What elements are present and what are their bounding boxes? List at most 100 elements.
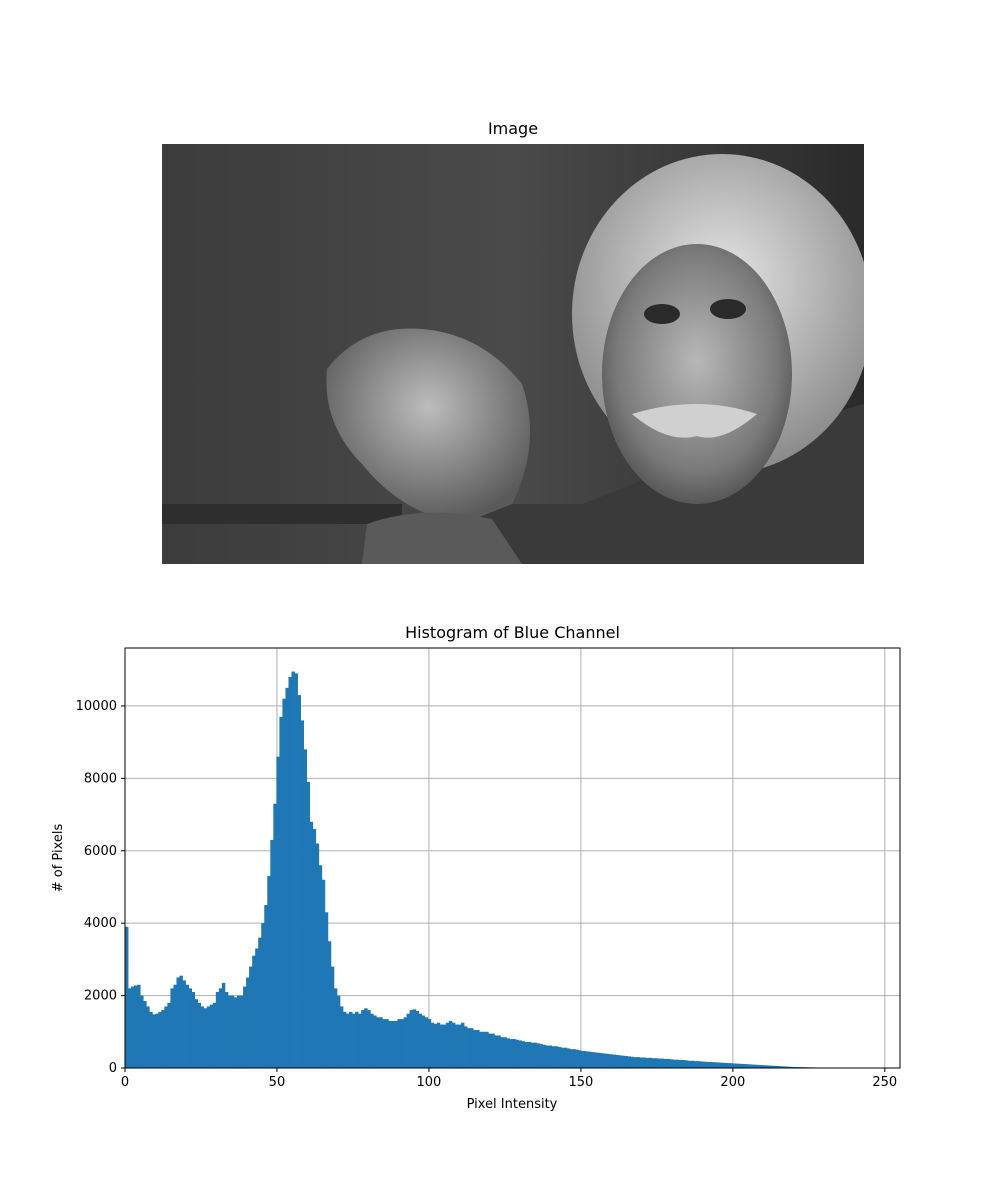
histogram-bar (482, 1031, 486, 1068)
histogram-bars (125, 671, 859, 1068)
histogram-bar (200, 1006, 205, 1068)
histogram-bar (645, 1057, 650, 1068)
histogram-bar (585, 1051, 589, 1068)
histogram-bar (473, 1029, 477, 1068)
histogram-bar (639, 1057, 644, 1068)
y-axis-label: # of Pixels (51, 824, 66, 893)
histogram-bar (294, 673, 298, 1068)
histogram-bar (688, 1060, 692, 1068)
histogram-bar (361, 1010, 365, 1068)
histogram-bar (249, 966, 253, 1068)
histogram-bar (391, 1020, 395, 1068)
histogram-bar (476, 1029, 480, 1068)
histogram-bar (224, 991, 229, 1068)
histogram-bar (146, 1006, 150, 1068)
histogram-bar (736, 1063, 740, 1068)
histogram-bar (128, 988, 132, 1068)
histogram-bar (542, 1044, 547, 1068)
histogram-bar (545, 1045, 550, 1068)
x-tick-label: 250 (872, 1075, 897, 1090)
histogram-bar (458, 1024, 462, 1068)
histogram-bar (176, 977, 180, 1068)
histogram-bar (733, 1063, 737, 1068)
histogram-bar (700, 1061, 704, 1068)
histogram-bar (712, 1062, 716, 1068)
histogram-bar (406, 1013, 410, 1068)
histogram-bar (433, 1023, 438, 1068)
histogram-bar (206, 1006, 211, 1068)
histogram-bar (188, 988, 193, 1068)
histogram-bar (282, 698, 286, 1068)
histogram-bar (497, 1035, 501, 1068)
histogram-bar (342, 1011, 347, 1068)
histogram-bar (630, 1056, 634, 1068)
histogram-bar (760, 1065, 765, 1068)
histogram-bar (264, 905, 268, 1068)
x-tick-label: 50 (269, 1075, 286, 1090)
histogram-bar (609, 1054, 613, 1068)
histogram-bar (627, 1056, 631, 1068)
histogram-bar (781, 1066, 786, 1068)
histogram-bar (203, 1008, 208, 1068)
histogram-bar (385, 1019, 389, 1068)
histogram-bar (718, 1062, 722, 1068)
y-tick-label: 4000 (84, 916, 117, 931)
histogram-bar (739, 1063, 743, 1068)
y-tick-label: 10000 (76, 699, 117, 714)
histogram-bar (352, 1013, 356, 1068)
histogram-bar (339, 1006, 344, 1068)
histogram-bar (467, 1028, 471, 1068)
histogram-bar (548, 1045, 553, 1068)
histogram-bar (430, 1022, 435, 1068)
histogram-bar (461, 1022, 465, 1068)
histogram-bar (651, 1058, 656, 1068)
histogram-bar (149, 1011, 153, 1068)
x-axis-label: Pixel Intensity (467, 1097, 558, 1112)
histogram-bar (576, 1049, 580, 1068)
chart-title: Histogram of Blue Channel (405, 623, 620, 642)
histogram-bar (745, 1064, 750, 1068)
histogram-bar (312, 829, 317, 1068)
histogram-bar (721, 1062, 725, 1068)
histogram-bar (279, 716, 283, 1068)
histogram-bar (527, 1041, 532, 1068)
histogram-bar (454, 1024, 459, 1068)
y-tick-label: 6000 (84, 844, 117, 859)
histogram-bar (327, 941, 332, 1068)
histogram-bar (518, 1040, 522, 1068)
x-tick-label: 0 (121, 1075, 129, 1090)
histogram-bar (657, 1058, 662, 1068)
histogram-bar (579, 1050, 583, 1068)
histogram-bar (125, 926, 129, 1068)
histogram-bar (606, 1053, 610, 1068)
histogram-bar (436, 1022, 441, 1068)
histogram-bar (751, 1064, 756, 1068)
histogram-bar (521, 1041, 526, 1068)
histogram-bar (624, 1056, 628, 1068)
histogram-bar (551, 1046, 556, 1068)
histogram-bar (140, 995, 144, 1068)
histogram-bar (412, 1009, 417, 1068)
histogram-bar (349, 1011, 353, 1068)
axis-ticks: 0 50 100 150 200 250 0 2000 4000 6000 8000 10000 (76, 699, 898, 1090)
histogram-bar (633, 1057, 638, 1068)
histogram-bar (131, 986, 135, 1068)
histogram-bar (355, 1011, 359, 1068)
histogram-bar (300, 720, 305, 1068)
histogram-bar (397, 1019, 401, 1068)
histogram-bar (566, 1048, 571, 1068)
histogram-bar (261, 923, 265, 1068)
histogram-bar (675, 1059, 680, 1068)
histogram-bar (291, 671, 295, 1068)
histogram-bar (243, 986, 247, 1068)
histogram-bar (415, 1010, 420, 1068)
histogram-bar (757, 1064, 762, 1068)
histogram-bar (709, 1062, 713, 1068)
histogram-bar (470, 1028, 474, 1068)
histogram-bar (730, 1063, 734, 1068)
histogram-bar (679, 1060, 683, 1068)
image-title: Image (487, 119, 539, 138)
histogram-bar (591, 1052, 595, 1068)
histogram-bar (573, 1049, 577, 1068)
histogram-bar (258, 937, 262, 1068)
